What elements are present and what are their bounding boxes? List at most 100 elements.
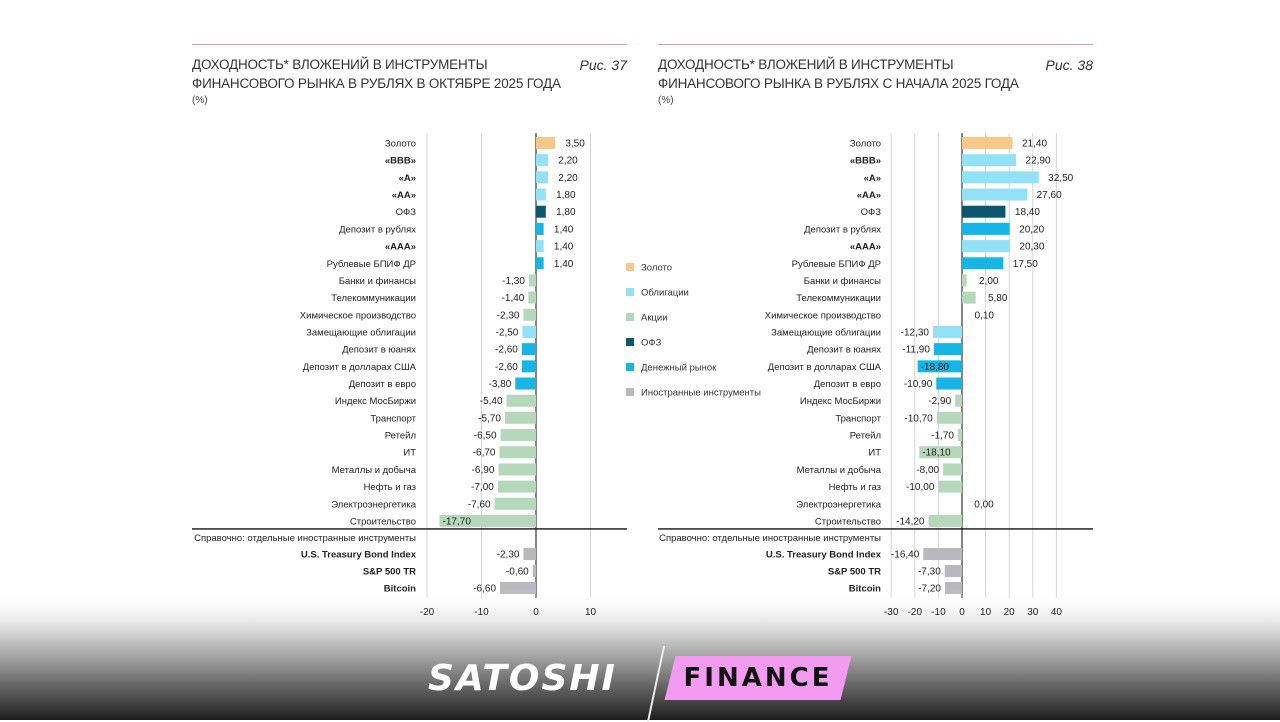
data-label: 2,20 <box>558 173 578 184</box>
bar <box>528 291 536 304</box>
category-label: «AAA» <box>385 242 416 253</box>
data-label: -10,00 <box>906 482 935 493</box>
satoshi-finance-logo: SATOSHI FINANCE <box>0 620 1280 722</box>
data-label: -6,70 <box>473 448 496 459</box>
legend-swatch-foreign <box>626 388 634 396</box>
bar <box>536 188 546 201</box>
bar <box>962 257 1004 270</box>
data-label: -2,60 <box>495 362 518 373</box>
data-label: -3,80 <box>488 379 511 390</box>
category-label: Металлы и добыча <box>797 465 882 476</box>
bar <box>536 240 544 253</box>
category-label: Химическое производство <box>300 310 416 321</box>
data-label: 0,10 <box>975 310 995 321</box>
data-label: -5,40 <box>480 396 503 407</box>
bar <box>528 274 536 287</box>
data-label: -10,70 <box>904 413 933 424</box>
data-label: -10,90 <box>904 379 933 390</box>
chart-unit: (%) <box>192 95 208 106</box>
bar <box>962 274 967 287</box>
category-label: Замещающие облигации <box>306 327 416 338</box>
reference-section-label: Справочно: отдельные иностранные инструм… <box>194 533 416 544</box>
data-label: 2,00 <box>979 276 999 287</box>
bar <box>536 137 556 149</box>
chart-title-line1: ДОХОДНОСТЬ* ВЛОЖЕНИЙ В ИНСТРУМЕНТЫ <box>658 57 954 72</box>
data-label: -1,40 <box>502 293 525 304</box>
category-label: Замещающие облигации <box>771 327 881 338</box>
legend-swatch-ofz <box>626 338 634 346</box>
data-label: 32,50 <box>1048 173 1073 184</box>
bar <box>962 188 1028 201</box>
data-label: 17,50 <box>1013 259 1038 270</box>
category-label: Золото <box>850 139 881 150</box>
bar <box>522 325 536 338</box>
data-label: 27,60 <box>1037 190 1062 201</box>
bar <box>962 240 1010 253</box>
category-label: Металлы и добыча <box>332 465 417 476</box>
legend-label: Денежный рынок <box>641 363 717 374</box>
category-label: Строительство <box>815 516 881 527</box>
bar <box>955 394 962 407</box>
category-label: U.S. Treasury Bond Index <box>301 550 417 561</box>
category-label: Нефть и газ <box>829 482 881 493</box>
x-tick-label: 30 <box>1027 607 1039 618</box>
logo-divider <box>646 646 666 722</box>
x-tick-label: -30 <box>884 607 899 618</box>
data-label: 3,50 <box>565 139 585 150</box>
category-label: Транспорт <box>835 413 881 424</box>
category-label: «BBB» <box>850 156 881 167</box>
bar <box>962 291 976 304</box>
legend-label: Золото <box>641 263 672 274</box>
category-label: Депозит в долларах США <box>768 362 882 373</box>
bar <box>521 360 536 373</box>
bar <box>523 548 536 560</box>
bar <box>536 257 544 270</box>
category-label: Bitcoin <box>849 584 881 595</box>
data-label: -2,30 <box>497 550 520 561</box>
bar <box>933 343 962 356</box>
category-label: Депозит в юанях <box>807 345 881 356</box>
bar <box>938 480 962 493</box>
data-label: -18,80 <box>921 362 950 373</box>
x-tick-label: 10 <box>585 607 597 618</box>
legend-label: Облигации <box>641 288 689 299</box>
data-label: -7,30 <box>918 567 941 578</box>
chart-header-left: ДОХОДНОСТЬ* ВЛОЖЕНИЙ В ИНСТРУМЕНТЫ ФИНАН… <box>192 44 627 106</box>
category-label: Депозит в юанях <box>342 345 416 356</box>
x-tick-label: -20 <box>420 607 435 618</box>
data-label: -5,70 <box>478 413 501 424</box>
data-label: -2,50 <box>496 327 519 338</box>
legend-label: Иностранные инструменты <box>641 388 761 399</box>
legend-label: ОФЗ <box>641 338 662 349</box>
category-label: «AA» <box>392 190 416 201</box>
category-label: Транспорт <box>370 413 416 424</box>
category-label: Индекс МосБиржи <box>335 396 416 407</box>
data-label: -11,90 <box>902 345 930 356</box>
bar <box>515 377 536 390</box>
category-label: Телекоммуникации <box>796 293 881 304</box>
data-label: -14,20 <box>896 516 925 527</box>
data-label: -12,30 <box>901 327 930 338</box>
data-label: 2,20 <box>558 156 578 167</box>
category-label: S&P 500 TR <box>828 567 881 578</box>
bar <box>498 463 536 476</box>
category-label: S&P 500 TR <box>363 567 416 578</box>
legend-swatch-bonds <box>626 288 634 296</box>
category-label: «A» <box>399 173 416 184</box>
category-label: «A» <box>864 173 881 184</box>
x-tick-label: 0 <box>959 607 965 618</box>
chart-title-line2: ФИНАНСОВОГО РЫНКА В РУБЛЯХ В ОКТЯБРЕ 202… <box>192 76 561 91</box>
category-label: Ретейл <box>385 431 416 442</box>
bar <box>506 394 536 407</box>
bar <box>936 411 962 424</box>
x-tick-label: 0 <box>533 607 539 618</box>
data-label: -16,40 <box>891 550 920 561</box>
bar <box>928 514 962 527</box>
category-label: Рублевые БПИФ ДР <box>327 259 416 270</box>
category-label: Банки и финансы <box>339 276 416 287</box>
category-label: Депозит в рублях <box>339 224 416 235</box>
data-label: 20,20 <box>1019 224 1044 235</box>
category-label: Депозит в рублях <box>804 224 881 235</box>
category-label: Рублевые БПИФ ДР <box>792 259 881 270</box>
bar <box>439 514 536 527</box>
